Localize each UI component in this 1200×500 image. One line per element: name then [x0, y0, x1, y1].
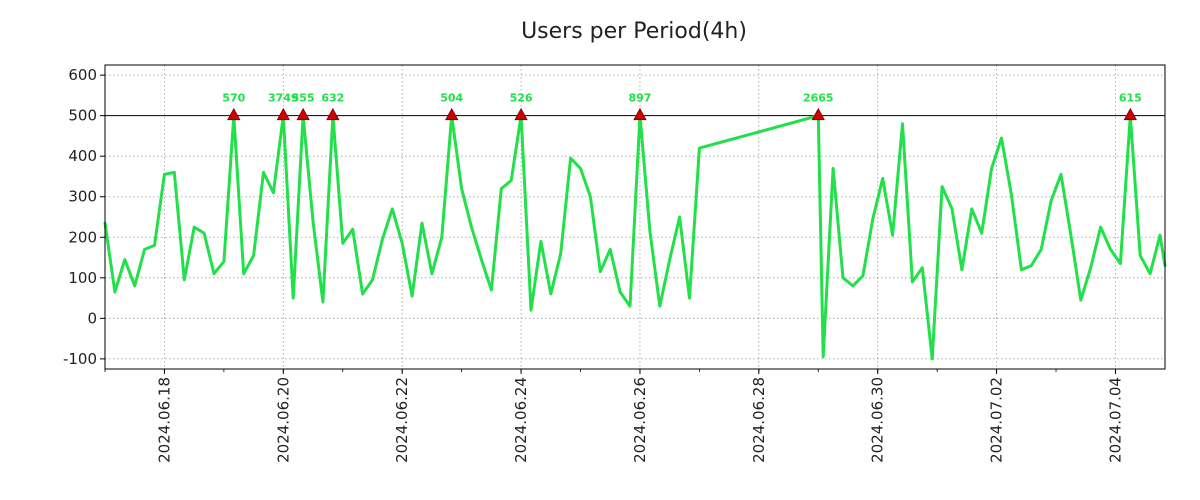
capped-point-label: 897: [628, 92, 651, 105]
capped-point-label: 615: [1119, 92, 1142, 105]
capped-point-label: 526: [510, 92, 533, 105]
x-tick-label: 2024.06.26: [631, 377, 649, 463]
series-layer: [103, 114, 1167, 361]
x-tick-label: 2024.07.02: [988, 377, 1006, 463]
capped-point-label: 3749: [268, 92, 299, 105]
y-tick-label: 600: [68, 66, 97, 84]
capped-point-marker: [326, 107, 340, 121]
y-tick-label: 0: [87, 309, 97, 327]
x-tick-label: 2024.06.28: [750, 377, 768, 463]
capped-point-label: 504: [440, 92, 463, 105]
capped-point-marker: [445, 107, 459, 121]
capped-point-marker: [633, 107, 647, 121]
capped-point-label: 570: [222, 92, 245, 105]
y-tick-label: 400: [68, 147, 97, 165]
x-tick-label: 2024.07.04: [1106, 377, 1124, 463]
capped-point-label: 555: [292, 92, 315, 105]
x-tick-label: 2024.06.18: [155, 377, 173, 463]
series-line-users: [103, 114, 1167, 361]
capped-point-marker: [811, 107, 825, 121]
x-tick-label: 2024.06.24: [512, 377, 530, 463]
capped-point-marker: [227, 107, 241, 121]
y-tick-label: 300: [68, 188, 97, 206]
x-tick-label: 2024.06.22: [393, 377, 411, 463]
x-tick-label: 2024.06.20: [274, 377, 292, 463]
capped-point-label: 2665: [803, 92, 834, 105]
x-tick-label: 2024.06.30: [869, 377, 887, 463]
grid-layer: [105, 65, 1165, 369]
axis-layer: 600 500 400 300 200 100 0 -100 2024.06.18 2024.06…: [63, 66, 1125, 463]
capped-point-marker: [276, 107, 290, 121]
y-tick-label: -100: [63, 350, 97, 368]
plot-frame: [104, 64, 1166, 370]
y-tick-label: 500: [68, 107, 97, 125]
y-tick-label: 100: [68, 269, 97, 287]
capped-point-label: 632: [321, 92, 344, 105]
capped-point-marker: [514, 107, 528, 121]
y-tick-label: 200: [68, 228, 97, 246]
capped-point-marker: [1123, 107, 1138, 121]
capped-point-marker: [296, 107, 310, 121]
chart-title: Users per Period(4h): [521, 19, 747, 44]
